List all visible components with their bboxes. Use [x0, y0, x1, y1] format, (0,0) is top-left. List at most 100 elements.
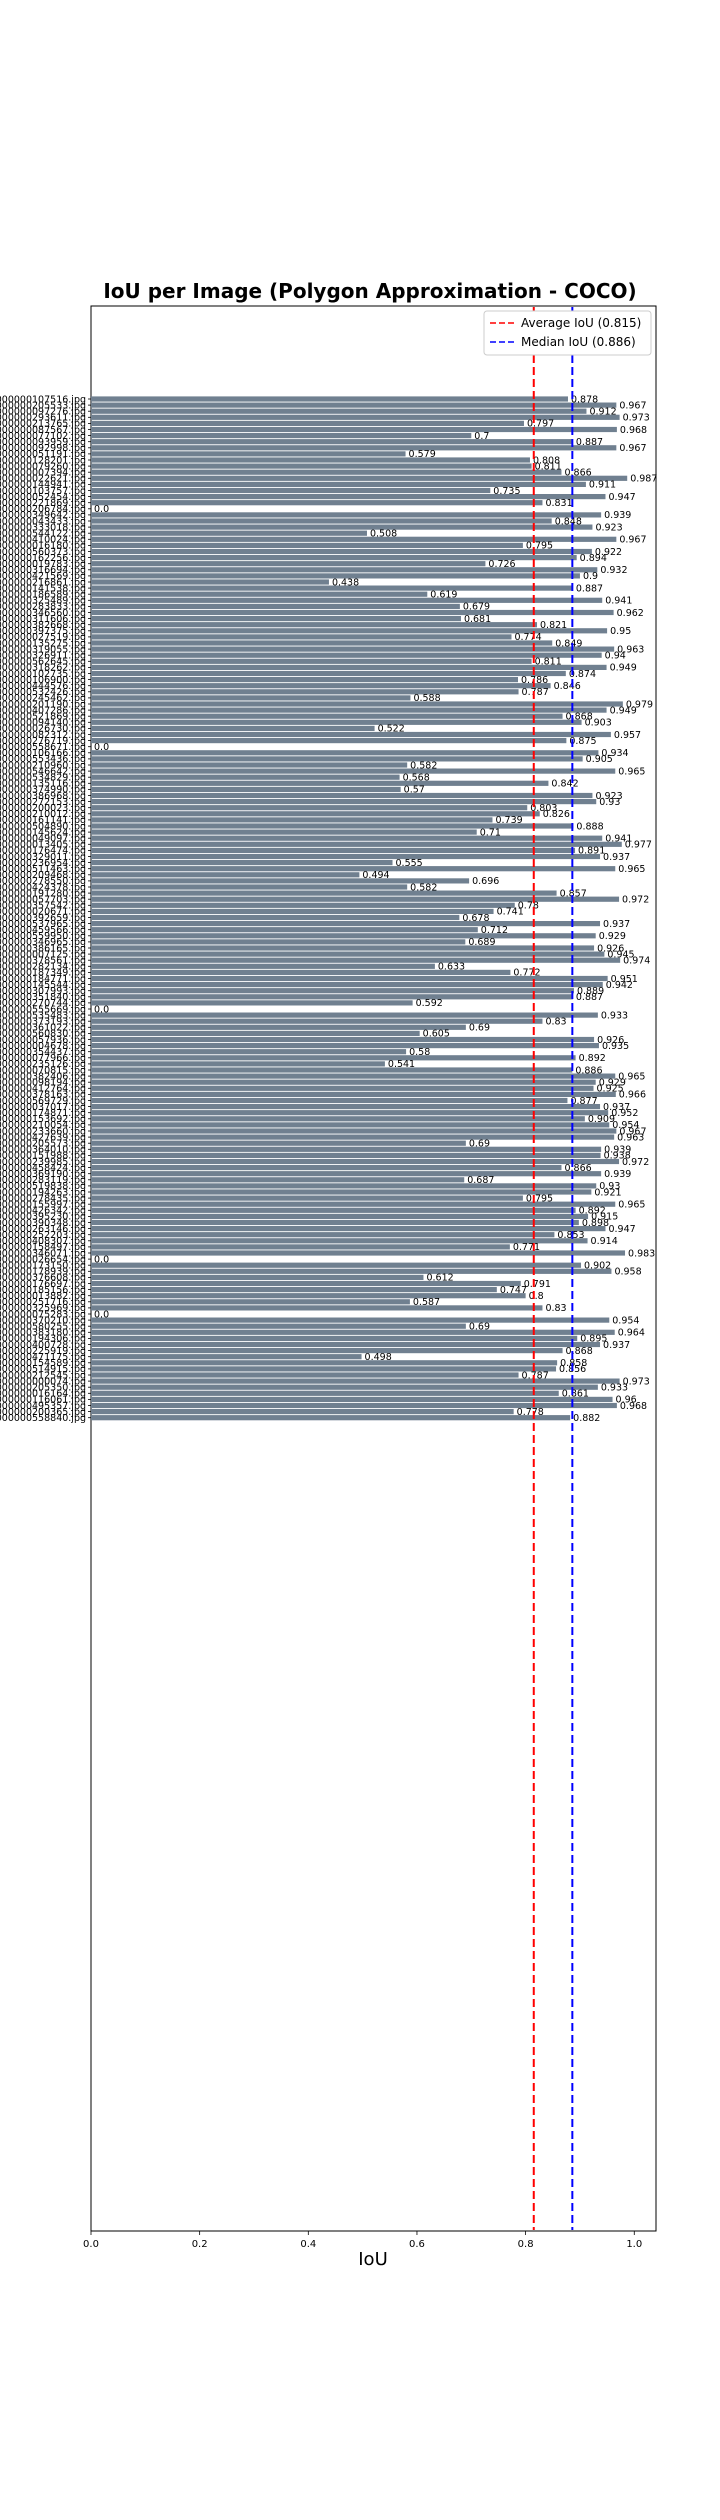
- y-tick-label: 000000283833.jpg: [0, 602, 86, 613]
- bar: [91, 902, 515, 908]
- value-label: 0.633: [438, 962, 465, 973]
- bar: [91, 1280, 521, 1287]
- y-tick-label: 000000027519.jpg: [0, 632, 86, 643]
- y-tick-label: 000000000074.jpg: [0, 1376, 86, 1387]
- y-tick-label: 000000374990.jpg: [0, 785, 86, 796]
- y-tick-label: 000000251716.jpg: [0, 1297, 86, 1308]
- y-tick-label: 000000392659.jpg: [0, 913, 86, 924]
- y-tick-label: 000000397375.jpg: [0, 626, 86, 637]
- y-tick-label: 000000546642.jpg: [0, 766, 86, 777]
- value-label: 0.887: [576, 583, 603, 594]
- y-tick-label: 000000026730.jpg: [0, 724, 86, 735]
- bar: [91, 1341, 601, 1348]
- value-label: 0.866: [564, 1163, 591, 1174]
- value-label: 0.903: [585, 718, 612, 729]
- y-tick-label: 000000373193.jpg: [0, 1017, 86, 1028]
- value-label: 0.726: [488, 559, 515, 570]
- bar: [91, 1335, 578, 1341]
- value-label: 0.795: [526, 1193, 553, 1204]
- bar: [91, 1018, 543, 1024]
- value-label: 0.579: [409, 449, 436, 460]
- y-tick-label: 000000569729.jpg: [0, 1096, 86, 1107]
- value-label: 0.939: [604, 1169, 631, 1180]
- bar: [91, 1250, 626, 1256]
- bar: [91, 884, 408, 890]
- y-tick-label: 000000106900.jpg: [0, 675, 86, 686]
- bar: [91, 1171, 602, 1177]
- value-label: 0.0: [94, 504, 109, 515]
- bar: [91, 420, 524, 426]
- bar: [91, 786, 401, 792]
- value-label: 0.0: [94, 742, 109, 753]
- legend-median-label: Median IoU (0.886): [521, 335, 636, 349]
- y-tick-label: 000000079260.jpg: [0, 461, 86, 472]
- y-tick-label: 000000077102.jpg: [0, 431, 86, 442]
- bar: [91, 774, 400, 780]
- bar: [91, 1323, 466, 1329]
- y-tick-label: 000000346560.jpg: [0, 608, 86, 619]
- value-label: 0.912: [589, 407, 616, 418]
- y-tick-label: 000000161141.jpg: [0, 815, 86, 826]
- value-label: 0.933: [601, 1383, 628, 1394]
- value-label: 0.882: [573, 1413, 600, 1424]
- bar: [91, 1287, 497, 1293]
- x-tick-label: 0.6: [409, 2239, 425, 2250]
- y-tick-label: 000000519838.jpg: [0, 1181, 86, 1192]
- y-tick-label: 000000092998.jpg: [0, 443, 86, 454]
- value-label: 0.774: [514, 632, 541, 643]
- y-tick-label: 000000351840.jpg: [0, 992, 86, 1003]
- y-tick-label: 000000408307.jpg: [0, 1236, 86, 1247]
- y-tick-label: 000000293611.jpg: [0, 413, 86, 424]
- bar: [91, 829, 477, 835]
- y-tick-label: 000000504890.jpg: [0, 821, 86, 832]
- value-label: 0.932: [600, 565, 627, 576]
- value-label: 0.923: [595, 791, 622, 802]
- y-tick-label: 000000205350.jpg: [0, 1383, 86, 1394]
- value-label: 0.972: [622, 1157, 649, 1168]
- bar: [91, 945, 595, 951]
- value-label: 0.926: [597, 1035, 624, 1046]
- bar: [91, 750, 599, 756]
- y-tick-label: 000000534829.jpg: [0, 773, 86, 784]
- bar: [91, 1201, 616, 1207]
- value-label: 0.905: [586, 754, 613, 765]
- value-label: 0.895: [580, 1334, 607, 1345]
- y-tick-label: 000000514915.jpg: [0, 1364, 86, 1375]
- y-tick-label: 000000560373.jpg: [0, 547, 86, 558]
- y-tick-label: 000000022621.jpg: [0, 474, 86, 485]
- y-tick-label: 000000094140.jpg: [0, 718, 86, 729]
- value-label: 0.889: [577, 986, 604, 997]
- bar: [91, 1073, 616, 1079]
- y-tick-label: 000000382406.jpg: [0, 1071, 86, 1082]
- value-label: 0.937: [603, 852, 630, 863]
- bar: [91, 1049, 407, 1055]
- y-tick-label: 000000178939.jpg: [0, 1267, 86, 1278]
- value-label: 0.987: [630, 474, 657, 485]
- bar: [91, 530, 367, 536]
- bar: [91, 603, 460, 609]
- y-tick-label: 000000037017.jpg: [0, 1102, 86, 1113]
- value-label: 0.937: [603, 1340, 630, 1351]
- y-tick-label: 000000386165.jpg: [0, 943, 86, 954]
- bar: [91, 1134, 615, 1140]
- value-label: 0.741: [497, 907, 524, 918]
- y-tick-label: 000000282134.jpg: [0, 962, 86, 973]
- value-label: 0.846: [554, 681, 581, 692]
- y-tick-label: 000000135275.jpg: [0, 638, 86, 649]
- y-tick-label: 000000427639.jpg: [0, 1132, 86, 1143]
- value-label: 0.811: [535, 461, 562, 472]
- y-tick-label: 000000395230.jpg: [0, 1212, 86, 1223]
- y-tick-label: 000000007125.jpg: [0, 949, 86, 960]
- value-label: 0.952: [611, 1108, 638, 1119]
- value-label: 0.958: [614, 1267, 641, 1278]
- y-tick-label: 000000212545.jpg: [0, 1370, 86, 1381]
- value-label: 0.0: [94, 1254, 109, 1265]
- bar: [91, 927, 478, 933]
- y-tick-label: 000000580255.jpg: [0, 1322, 86, 1333]
- bar: [91, 1000, 413, 1006]
- value-label: 0.797: [527, 419, 554, 430]
- value-label: 0.947: [608, 1224, 635, 1235]
- bar: [91, 1317, 610, 1323]
- bar: [91, 1024, 466, 1030]
- value-label: 0.967: [619, 443, 646, 454]
